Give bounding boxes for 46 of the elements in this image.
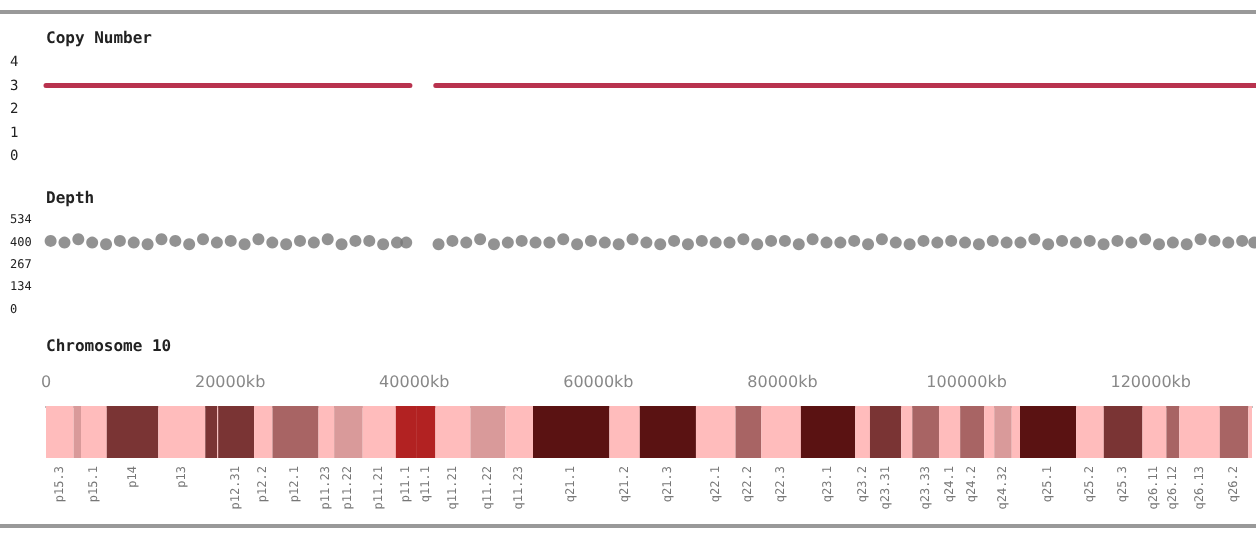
bar bbox=[695, 406, 736, 458]
bar bbox=[80, 406, 107, 458]
chart-title: Chromosome 10 bbox=[46, 337, 172, 355]
x-tick-label: 80000kb bbox=[747, 373, 818, 391]
bar bbox=[901, 406, 913, 458]
bar bbox=[318, 406, 335, 458]
bar bbox=[272, 406, 319, 458]
x-tick-label: 100000kb bbox=[926, 373, 1007, 391]
bar bbox=[1076, 406, 1104, 458]
bar bbox=[362, 406, 396, 458]
bar bbox=[1219, 406, 1249, 458]
bar bbox=[1179, 406, 1220, 458]
bar bbox=[960, 406, 985, 458]
bar bbox=[158, 406, 206, 458]
bar bbox=[435, 406, 471, 458]
x-tick-label: 60000kb bbox=[563, 373, 634, 391]
bar bbox=[984, 406, 995, 458]
bar bbox=[73, 406, 81, 458]
bar bbox=[533, 406, 610, 458]
bar bbox=[855, 406, 870, 458]
x-tick-label: 0 bbox=[40, 373, 52, 391]
bar bbox=[735, 406, 762, 458]
chart-title: Depth bbox=[46, 189, 95, 207]
bar bbox=[994, 406, 1012, 458]
bar bbox=[800, 406, 856, 458]
x-tick-label: 120000kb bbox=[1110, 373, 1191, 391]
bar bbox=[639, 406, 696, 458]
bar bbox=[938, 406, 961, 458]
bar bbox=[1166, 406, 1180, 458]
bar bbox=[1020, 406, 1077, 458]
bar bbox=[869, 406, 902, 458]
bar bbox=[1142, 406, 1167, 458]
bar bbox=[505, 406, 533, 458]
bar bbox=[334, 406, 363, 458]
bar bbox=[46, 406, 74, 458]
x-tick-label: 40000kb bbox=[379, 373, 450, 391]
chart-title: Copy Number bbox=[46, 29, 153, 47]
bar bbox=[912, 406, 939, 458]
bar bbox=[470, 406, 506, 458]
bar bbox=[254, 406, 273, 458]
bar bbox=[1103, 406, 1143, 458]
x-tick-label: 20000kb bbox=[194, 373, 266, 391]
bar bbox=[106, 406, 159, 458]
bar bbox=[1011, 406, 1021, 458]
bar bbox=[761, 406, 801, 458]
bar bbox=[609, 406, 640, 458]
